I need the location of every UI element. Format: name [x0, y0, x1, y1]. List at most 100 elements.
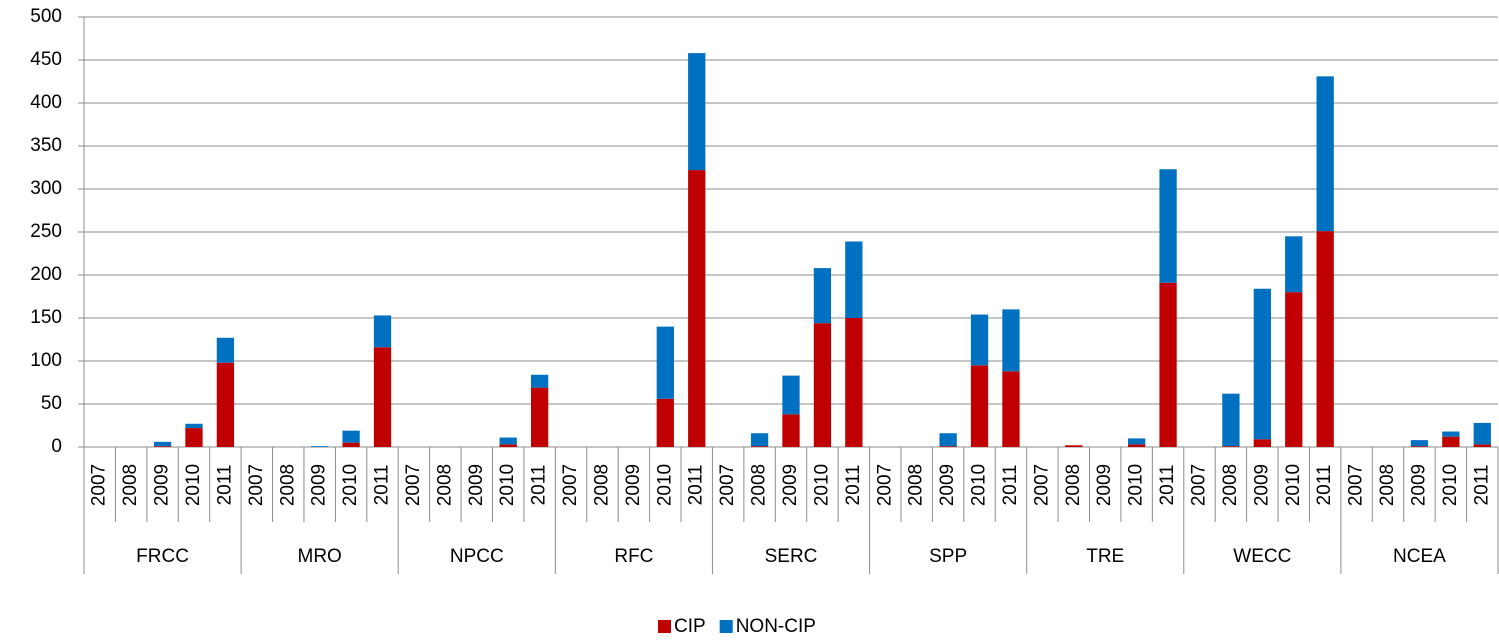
- x-tick-label: 2008: [1220, 464, 1241, 506]
- x-tick-label: 2010: [654, 464, 675, 506]
- x-tick-label: 2008: [906, 464, 927, 506]
- x-tick-label: 2011: [372, 465, 393, 506]
- x-tick-label: 2008: [277, 464, 298, 506]
- bar-segment: [688, 170, 706, 447]
- bar-segment: [1285, 292, 1303, 447]
- bar-segment: [1285, 236, 1303, 293]
- legend-swatch: [658, 620, 671, 633]
- bar-segment: [1222, 446, 1240, 447]
- x-tick-label: 2007: [89, 464, 110, 506]
- y-tick-label: 100: [30, 350, 62, 371]
- y-tick-label: 0: [51, 436, 62, 457]
- x-tick-label: 2007: [1031, 464, 1052, 506]
- x-tick-label: 2010: [1283, 464, 1304, 506]
- bar-segment: [688, 53, 706, 171]
- bar-segment: [216, 362, 235, 447]
- x-tick-label: 2010: [340, 464, 361, 506]
- y-tick-label: 300: [30, 178, 62, 199]
- bar-segment: [1002, 371, 1020, 447]
- group-label: MRO: [298, 546, 342, 567]
- y-tick-label: 50: [41, 393, 62, 414]
- x-tick-label: 2010: [1440, 464, 1461, 506]
- bar-segment: [1442, 436, 1460, 447]
- x-tick-label: 2009: [1251, 464, 1272, 506]
- y-tick-label: 250: [30, 221, 62, 242]
- bar-segment: [939, 446, 957, 447]
- bar-segment: [1159, 282, 1177, 447]
- bar-segment: [1316, 231, 1334, 447]
- group-label: SERC: [765, 546, 818, 567]
- bar-segment: [185, 423, 203, 429]
- bar-segment: [185, 428, 203, 447]
- x-tick-label: 2008: [749, 464, 770, 506]
- x-tick-label: 2007: [1189, 464, 1210, 506]
- bar-segment: [1128, 438, 1146, 445]
- bar-segment: [782, 375, 800, 415]
- bar-segment: [1473, 444, 1491, 447]
- group-label: NCEA: [1393, 546, 1446, 567]
- bar-segment: [1128, 444, 1146, 447]
- x-tick-label: 2008: [591, 464, 612, 506]
- group-label: FRCC: [136, 546, 189, 567]
- bar-segment: [1253, 288, 1271, 440]
- x-tick-label: 2007: [246, 464, 267, 506]
- bar-segment: [813, 323, 832, 447]
- x-tick-label: 2007: [1346, 464, 1367, 506]
- x-tick-label: 2007: [403, 464, 424, 506]
- bar-segment: [1002, 309, 1020, 372]
- x-tick-label: 2011: [686, 465, 707, 506]
- legend-label: CIP: [674, 616, 706, 637]
- bar-segment: [499, 444, 517, 447]
- x-tick-label: 2010: [811, 464, 832, 506]
- bar-segment: [342, 442, 360, 447]
- x-tick-label: 2008: [1377, 464, 1398, 506]
- x-tick-label: 2007: [874, 464, 895, 506]
- bar-segment: [1442, 431, 1460, 437]
- x-tick-label: 2010: [497, 464, 518, 506]
- x-tick-label: 2011: [843, 465, 864, 506]
- x-tick-label: 2010: [1126, 464, 1147, 506]
- y-tick-label: 150: [30, 307, 62, 328]
- x-tick-label: 2011: [1314, 465, 1335, 506]
- bar-segment: [750, 433, 769, 447]
- group-label: RFC: [614, 546, 653, 567]
- bar-segment: [1159, 169, 1177, 283]
- group-label: WECC: [1233, 546, 1291, 567]
- x-tick-label: 2007: [717, 464, 738, 506]
- y-tick-label: 450: [30, 49, 62, 70]
- bar-segment: [499, 437, 517, 445]
- bar-segment: [845, 241, 863, 318]
- x-tick-label: 2009: [1094, 464, 1115, 506]
- bar-segment: [342, 430, 360, 443]
- x-tick-label: 2009: [309, 464, 330, 506]
- group-label: SPP: [929, 546, 967, 567]
- bar-segment: [813, 268, 832, 324]
- bar-segment: [845, 318, 863, 447]
- legend-swatch: [719, 620, 733, 633]
- x-tick-label: 2009: [780, 464, 801, 506]
- bar-segment: [530, 374, 549, 388]
- x-tick-label: 2009: [623, 464, 644, 506]
- bar-segment: [970, 365, 989, 447]
- x-tick-label: 2008: [434, 464, 455, 506]
- bar-segment: [153, 441, 172, 447]
- x-tick-label: 2007: [560, 464, 581, 506]
- x-tick-label: 2011: [1471, 465, 1492, 506]
- bar-segment: [970, 314, 989, 366]
- bar-segment: [373, 347, 392, 447]
- group-label: TRE: [1086, 546, 1124, 567]
- x-tick-label: 2011: [529, 465, 550, 506]
- bar-segment: [1316, 76, 1334, 232]
- bar-segment: [750, 446, 769, 447]
- x-tick-label: 2011: [1000, 465, 1021, 506]
- x-tick-label: 2010: [183, 464, 204, 506]
- x-tick-label: 2008: [120, 464, 141, 506]
- bar-segment: [1473, 422, 1491, 445]
- y-tick-label: 350: [30, 135, 62, 156]
- x-tick-label: 2011: [1157, 465, 1178, 506]
- group-label: NPCC: [450, 546, 504, 567]
- bar-segment: [1410, 446, 1429, 447]
- bar-segment: [656, 326, 674, 399]
- x-tick-label: 2009: [1408, 464, 1429, 506]
